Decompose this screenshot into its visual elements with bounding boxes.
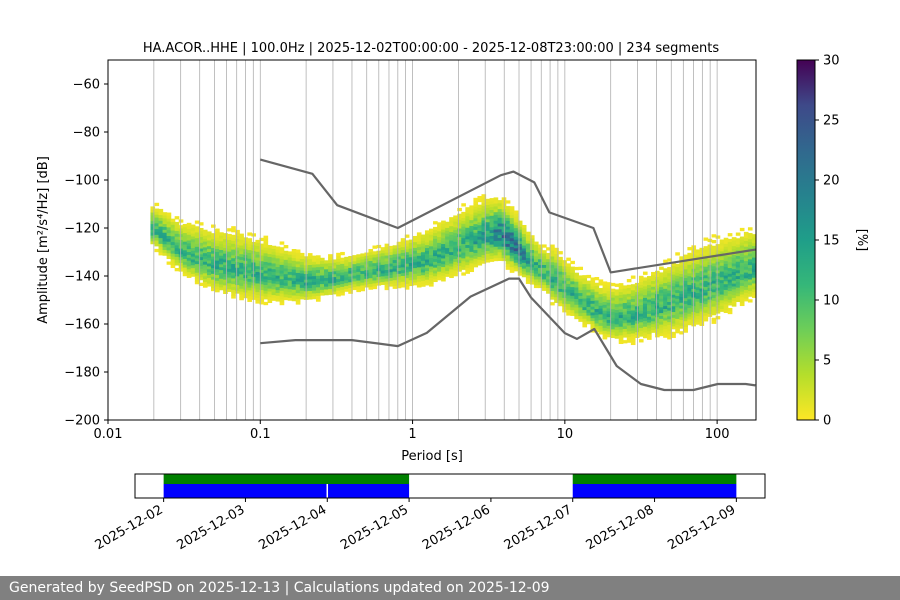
y-tick-label: −140 bbox=[64, 270, 100, 285]
colorbar-tick-label: 5 bbox=[823, 354, 831, 369]
noise-model-curves bbox=[260, 158, 756, 392]
date-tick-label: 2025-12-08 bbox=[584, 502, 657, 553]
y-tick-label: −80 bbox=[73, 126, 100, 141]
x-tick-label: 1 bbox=[408, 427, 416, 442]
data-coverage-timeline bbox=[163, 474, 737, 498]
nhnm-curve bbox=[260, 158, 756, 274]
y-tick-label: −120 bbox=[64, 222, 100, 237]
coverage-bar bbox=[163, 484, 410, 498]
date-tick-label: 2025-12-09 bbox=[665, 502, 738, 553]
colorbar-tick-label: 15 bbox=[823, 234, 840, 249]
x-axis: 0.01 0.1 1 10 100 bbox=[94, 420, 730, 442]
plot-frame bbox=[107, 59, 757, 421]
coverage-bar bbox=[572, 484, 737, 498]
x-axis-label: Period [s] bbox=[401, 449, 463, 464]
date-tick-label: 2025-12-06 bbox=[420, 502, 493, 553]
x-tick-label: 0.1 bbox=[250, 427, 271, 442]
y-tick-label: −180 bbox=[64, 366, 100, 381]
timeline-frame bbox=[134, 473, 766, 499]
colorbar-tick-label: 25 bbox=[823, 114, 840, 129]
used-data-bar bbox=[163, 474, 410, 484]
colorbar-tick-label: 20 bbox=[823, 174, 840, 189]
date-tick-label: 2025-12-04 bbox=[256, 502, 329, 553]
date-tick-label: 2025-12-05 bbox=[338, 502, 411, 553]
used-data-bar bbox=[572, 474, 737, 484]
y-axis: −200 −180 −160 −140 −120 −100 −80 −60 bbox=[64, 78, 108, 429]
ppsd-heatmap bbox=[150, 194, 756, 346]
colorbar-ticks: 0 5 10 15 20 25 30 bbox=[815, 54, 840, 429]
date-tick-label: 2025-12-03 bbox=[175, 502, 248, 553]
y-tick-label: −200 bbox=[64, 414, 100, 429]
colorbar-tick-label: 10 bbox=[823, 294, 840, 309]
y-tick-label: −100 bbox=[64, 174, 100, 189]
colorbar bbox=[796, 59, 816, 421]
nlnm-curve bbox=[260, 277, 756, 392]
colorbar-tick-label: 0 bbox=[823, 414, 831, 429]
y-tick-label: −160 bbox=[64, 318, 100, 333]
colorbar-label: [%] bbox=[854, 229, 869, 252]
x-tick-label: 0.01 bbox=[94, 427, 123, 442]
x-tick-label: 10 bbox=[557, 427, 574, 442]
timeline-date-axis: 2025-12-02 2025-12-03 2025-12-04 2025-12-05… bbox=[93, 498, 738, 553]
y-axis-label: Amplitude [m²/s⁴/Hz] [dB] bbox=[36, 156, 51, 324]
date-tick-label: 2025-12-07 bbox=[502, 502, 575, 553]
date-tick-label: 2025-12-02 bbox=[93, 502, 166, 553]
y-tick-label: −60 bbox=[73, 78, 100, 93]
colorbar-tick-label: 30 bbox=[823, 54, 840, 69]
vertical-gridlines bbox=[108, 60, 718, 420]
footer-status: Generated by SeedPSD on 2025-12-13 | Cal… bbox=[0, 576, 900, 600]
x-tick-label: 100 bbox=[705, 427, 730, 442]
chart-title: HA.ACOR..HHE | 100.0Hz | 2025-12-02T00:0… bbox=[143, 41, 720, 56]
